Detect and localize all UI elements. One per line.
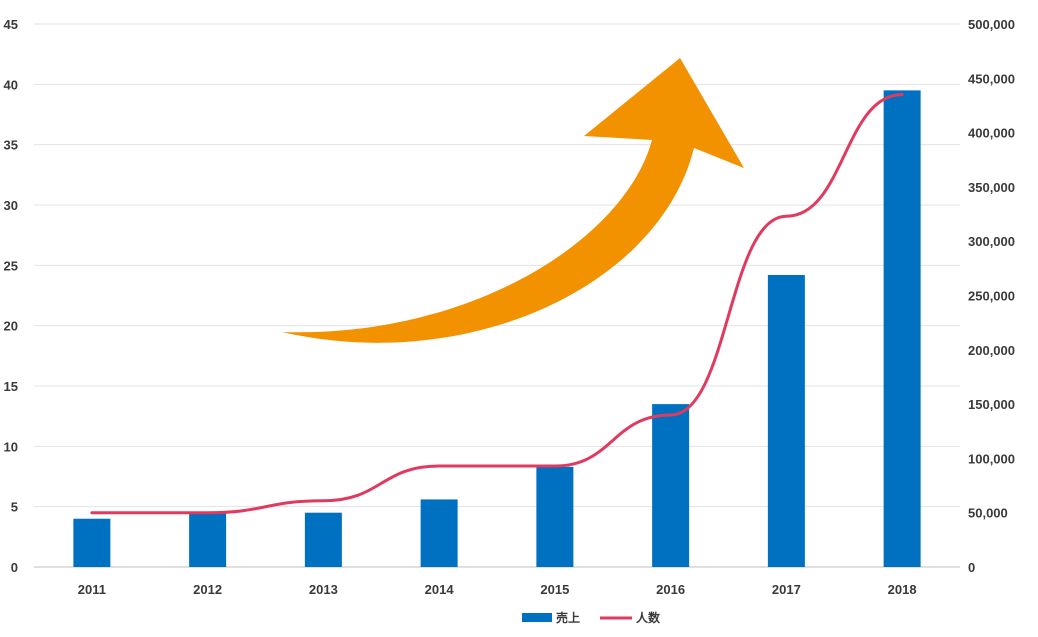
right-tick-label: 100,000	[968, 451, 1015, 466]
right-tick-label: 0	[968, 560, 975, 575]
x-tick-label: 2012	[193, 582, 222, 597]
bar-2018	[883, 90, 921, 567]
right-tick-label: 150,000	[968, 397, 1015, 412]
trend-arrow	[282, 58, 744, 343]
left-tick-label: 25	[4, 258, 18, 273]
left-tick-label: 15	[4, 379, 18, 394]
left-tick-label: 45	[4, 17, 18, 32]
x-tick-label: 2015	[540, 582, 569, 597]
bar-2017	[767, 274, 805, 567]
left-tick-label: 5	[11, 500, 18, 515]
left-tick-label: 40	[4, 77, 18, 92]
right-tick-label: 250,000	[968, 289, 1015, 304]
curved-arrow	[282, 58, 744, 343]
bar-2012	[189, 512, 227, 567]
x-tick-label: 2014	[425, 582, 455, 597]
right-tick-label: 400,000	[968, 126, 1015, 141]
bar-2016	[652, 404, 690, 567]
left-tick-label: 30	[4, 198, 18, 213]
legend-label-line: 人数	[636, 610, 661, 625]
x-axis: 2011 2012 2013 2014 2015 2016 2017 2018	[78, 582, 917, 597]
legend-label-bar: 売上	[556, 610, 580, 625]
x-tick-label: 2017	[772, 582, 801, 597]
bar-2013	[304, 512, 342, 567]
right-axis: 0 50,000 100,000 150,000 200,000 250,000 300,0…	[968, 17, 1015, 575]
right-tick-label: 450,000	[968, 71, 1015, 86]
left-tick-label: 35	[4, 138, 18, 153]
legend-swatch-bar	[522, 613, 552, 622]
x-tick-label: 2016	[656, 582, 685, 597]
left-tick-label: 10	[4, 439, 18, 454]
bar-2011	[73, 518, 111, 567]
legend: 売上 人数	[522, 610, 661, 625]
x-tick-label: 2018	[888, 582, 917, 597]
right-tick-label: 50,000	[968, 506, 1008, 521]
right-tick-label: 300,000	[968, 234, 1015, 249]
right-tick-label: 500,000	[968, 17, 1015, 32]
x-tick-label: 2013	[309, 582, 338, 597]
bar-2015	[536, 466, 574, 567]
x-tick-label: 2011	[78, 582, 106, 597]
left-axis: 0 5 10 15 20 25 30 35 40 45	[4, 17, 18, 575]
left-tick-label: 0	[11, 560, 18, 575]
bar-2014	[420, 499, 458, 567]
right-tick-label: 200,000	[968, 343, 1015, 358]
line-path	[90, 93, 904, 515]
right-tick-label: 350,000	[968, 180, 1015, 195]
left-tick-label: 20	[4, 319, 18, 334]
bar-series	[73, 90, 921, 567]
line-series	[90, 93, 904, 515]
